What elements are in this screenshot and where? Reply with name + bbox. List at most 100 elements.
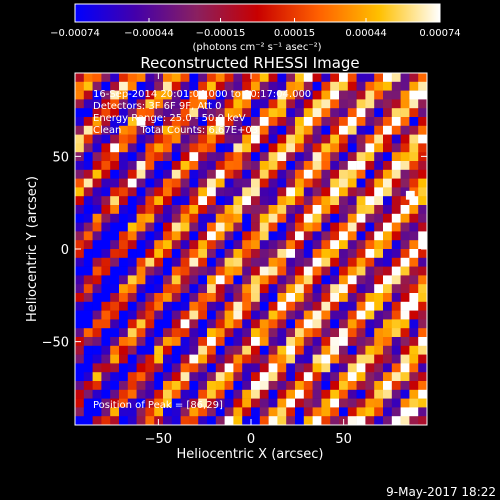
heatmap-cell: [145, 205, 155, 215]
heatmap-cell: [75, 293, 85, 303]
heatmap-cell: [383, 134, 393, 144]
heatmap-cell: [154, 363, 164, 373]
heatmap-cell: [268, 310, 278, 320]
heatmap-cell: [101, 275, 111, 285]
heatmap-cell: [171, 319, 181, 329]
heatmap-cell: [119, 319, 129, 329]
heatmap-cell: [101, 319, 111, 329]
heatmap-cell: [268, 257, 278, 267]
heatmap-cell: [259, 152, 269, 162]
heatmap-cell: [171, 257, 181, 267]
heatmap-cell: [330, 372, 340, 382]
heatmap-cell: [383, 152, 393, 162]
heatmap-cell: [391, 108, 401, 118]
heatmap-cell: [92, 354, 102, 364]
heatmap-cell: [277, 231, 287, 241]
heatmap-cell: [119, 196, 129, 206]
heatmap-cell: [101, 231, 111, 241]
heatmap-cell: [92, 345, 102, 355]
heatmap-cell: [224, 275, 234, 285]
heatmap-cell: [224, 117, 234, 127]
heatmap-cell: [198, 99, 208, 109]
heatmap-cell: [180, 99, 190, 109]
heatmap-cell: [119, 363, 129, 373]
heatmap-cell: [110, 108, 120, 118]
heatmap-cell: [409, 275, 419, 285]
heatmap-cell: [339, 213, 349, 223]
heatmap-cell: [259, 319, 269, 329]
heatmap-cell: [374, 90, 384, 100]
heatmap-cell: [233, 196, 243, 206]
heatmap-cell: [286, 196, 296, 206]
heatmap-cell: [303, 143, 313, 153]
heatmap-cell: [251, 213, 261, 223]
heatmap-cell: [259, 205, 269, 215]
heatmap-cell: [215, 213, 225, 223]
heatmap-cell: [145, 99, 155, 109]
heatmap-cell: [163, 143, 173, 153]
heatmap-cell: [365, 143, 375, 153]
heatmap-cell: [163, 319, 173, 329]
heatmap-cell: [110, 363, 120, 373]
heatmap-cell: [171, 266, 181, 276]
heatmap-cell: [198, 108, 208, 118]
heatmap-cell: [189, 213, 199, 223]
heatmap-cell: [295, 134, 305, 144]
heatmap-cell: [268, 398, 278, 408]
heatmap-cell: [145, 257, 155, 267]
heatmap-cell: [321, 213, 331, 223]
colorbar-unit-label: (photons cm⁻² s⁻¹ asec⁻²): [192, 42, 321, 53]
heatmap-cell: [119, 310, 129, 320]
heatmap-cell: [400, 275, 410, 285]
heatmap-cell: [303, 310, 313, 320]
heatmap-cell: [409, 372, 419, 382]
heatmap-cell: [154, 134, 164, 144]
heatmap-cell: [321, 196, 331, 206]
heatmap-cell: [189, 81, 199, 91]
heatmap-cell: [83, 178, 93, 188]
heatmap-cell: [251, 73, 261, 83]
heatmap-cell: [145, 363, 155, 373]
heatmap-cell: [286, 108, 296, 118]
heatmap-cell: [295, 407, 305, 417]
heatmap-cell: [154, 337, 164, 347]
heatmap-cell: [295, 293, 305, 303]
heatmap-cell: [374, 213, 384, 223]
heatmap-cell: [391, 249, 401, 259]
heatmap-cell: [339, 389, 349, 399]
heatmap-cell: [303, 257, 313, 267]
heatmap-cell: [242, 117, 252, 127]
heatmap-cell: [136, 407, 146, 417]
heatmap-cell: [365, 354, 375, 364]
heatmap-cell: [374, 240, 384, 250]
heatmap-cell: [303, 293, 313, 303]
heatmap-cell: [215, 363, 225, 373]
heatmap-cell: [339, 372, 349, 382]
heatmap-cell: [374, 187, 384, 197]
heatmap-cell: [215, 187, 225, 197]
heatmap-cell: [136, 354, 146, 364]
heatmap-cell: [163, 345, 173, 355]
heatmap-cell: [303, 381, 313, 391]
heatmap-cell: [286, 99, 296, 109]
heatmap-cell: [233, 249, 243, 259]
heatmap-cell: [383, 90, 393, 100]
heatmap-cell: [215, 345, 225, 355]
heatmap-cell: [145, 196, 155, 206]
heatmap-cell: [418, 99, 427, 109]
heatmap-cell: [295, 143, 305, 153]
heatmap-cell: [295, 169, 305, 179]
heatmap-cell: [259, 363, 269, 373]
heatmap-cell: [119, 90, 129, 100]
heatmap-cell: [339, 381, 349, 391]
heatmap-cell: [295, 205, 305, 215]
heatmap-cell: [295, 301, 305, 311]
heatmap-cell: [171, 117, 181, 127]
heatmap-cell: [400, 81, 410, 91]
heatmap-cell: [330, 328, 340, 338]
heatmap-cell: [154, 381, 164, 391]
heatmap-cell: [303, 161, 313, 171]
heatmap-cell: [92, 398, 102, 408]
colorbar-tick-label: 0.00015: [274, 28, 315, 39]
heatmap-cell: [277, 266, 287, 276]
